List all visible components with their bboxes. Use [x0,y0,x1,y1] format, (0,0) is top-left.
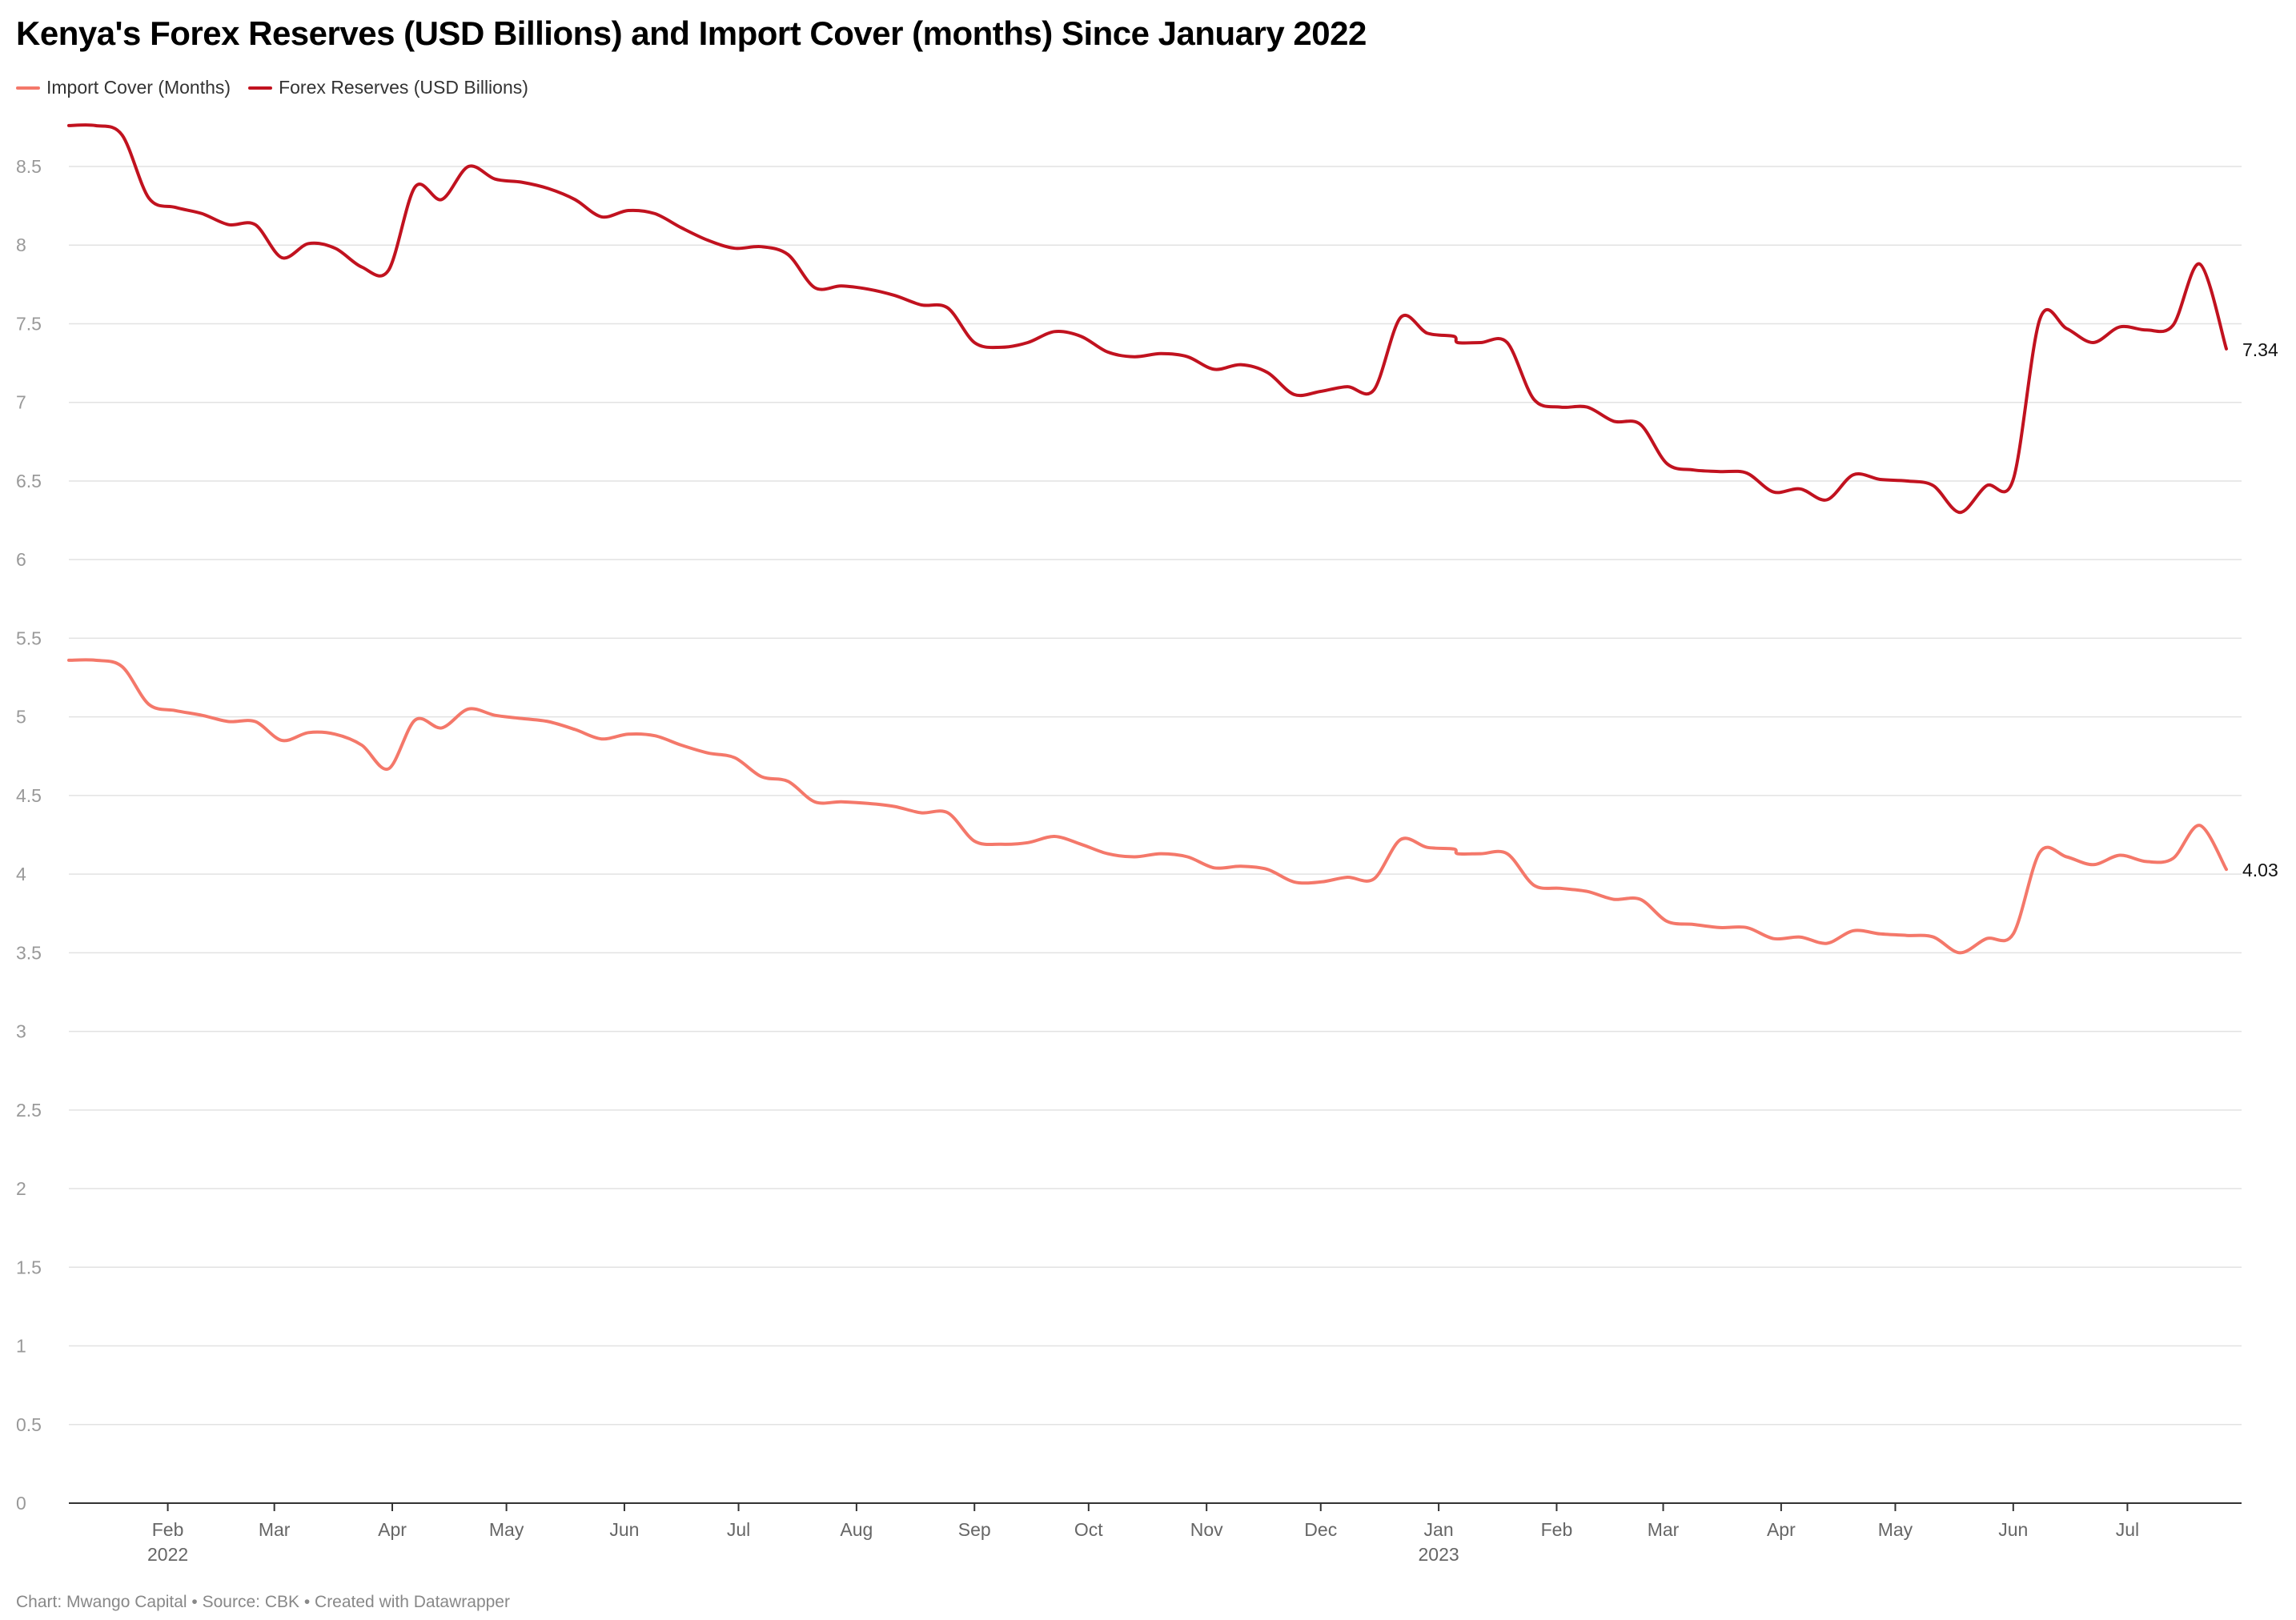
y-tick-label: 1 [16,1336,26,1357]
legend-swatch-import-cover [16,86,40,90]
x-tick-label: Oct [1074,1519,1103,1540]
x-tick-label: Apr [378,1519,407,1540]
series-end-label-0: 4.03 [2242,860,2278,880]
chart-footer: Chart: Mwango Capital • Source: CBK • Cr… [16,1593,510,1611]
y-tick-label: 6.5 [16,471,42,491]
y-tick-label: 2 [16,1178,26,1199]
x-tick-label: Jun [1998,1519,2028,1540]
legend-label-forex-reserves: Forex Reserves (USD Billions) [279,77,528,98]
legend-swatch-forex-reserves [248,86,273,90]
y-tick-label: 0 [16,1493,26,1514]
y-tick-label: 1.5 [16,1257,42,1277]
y-tick-label: 2.5 [16,1100,42,1121]
x-tick-label: May [489,1519,524,1540]
y-tick-label: 6 [16,549,26,570]
x-tick-label: Dec [1304,1519,1337,1540]
x-tick-label: Apr [1767,1519,1796,1540]
y-tick-label: 4 [16,864,26,884]
x-tick-label: Sep [958,1519,991,1540]
y-tick-label: 8.5 [16,156,42,177]
series-line-0 [67,658,2228,955]
legend-item-forex-reserves: Forex Reserves (USD Billions) [248,77,528,98]
legend: Import Cover (Months) Forex Reserves (US… [16,77,528,98]
x-tick-label: Mar [259,1519,291,1540]
y-tick-label: 3.5 [16,942,42,963]
y-axis: 0 0.5 1 1.5 2 2.5 3 3.5 4 4.5 5 5.5 6 6.5 7 7.5 8 8.5 [16,156,42,1514]
y-tick-label: 4.5 [16,785,42,806]
x-tick-label: May [1878,1519,1913,1540]
y-tick-label: 7.5 [16,313,42,334]
y-tick-label: 3 [16,1021,26,1042]
x-tick-label: Jan [1424,1519,1454,1540]
series-lines [67,123,2228,955]
x-tick-label: Jul [2116,1519,2139,1540]
x-tick-label: Feb [1541,1519,1573,1540]
chart-title: Kenya's Forex Reserves (USD Billions) an… [16,14,1367,52]
x-tick-sublabel: 2022 [147,1544,188,1565]
x-tick-label: Jul [727,1519,750,1540]
series-end-label-1: 7.34 [2242,339,2278,360]
x-tick-sublabel: 2023 [1419,1544,1459,1565]
x-tick-label: Mar [1648,1519,1680,1540]
y-tick-label: 0.5 [16,1414,42,1435]
x-axis: Feb 2022 Mar Apr May Jun Jul Aug Sep Oct Nov Dec Jan… [147,1503,2139,1565]
end-labels: 4.03 7.34 [2242,339,2278,880]
x-tick-label: Jun [609,1519,639,1540]
gridlines [69,166,2242,1504]
x-tick-label: Nov [1190,1519,1223,1540]
legend-label-import-cover: Import Cover (Months) [46,77,231,98]
y-tick-label: 8 [16,235,26,255]
x-tick-label: Aug [840,1519,873,1540]
x-tick-label: Feb [152,1519,184,1540]
y-tick-label: 5.5 [16,628,42,648]
series-line-1 [67,123,2228,515]
legend-item-import-cover: Import Cover (Months) [16,77,231,98]
y-tick-label: 7 [16,392,26,413]
y-tick-label: 5 [16,707,26,728]
